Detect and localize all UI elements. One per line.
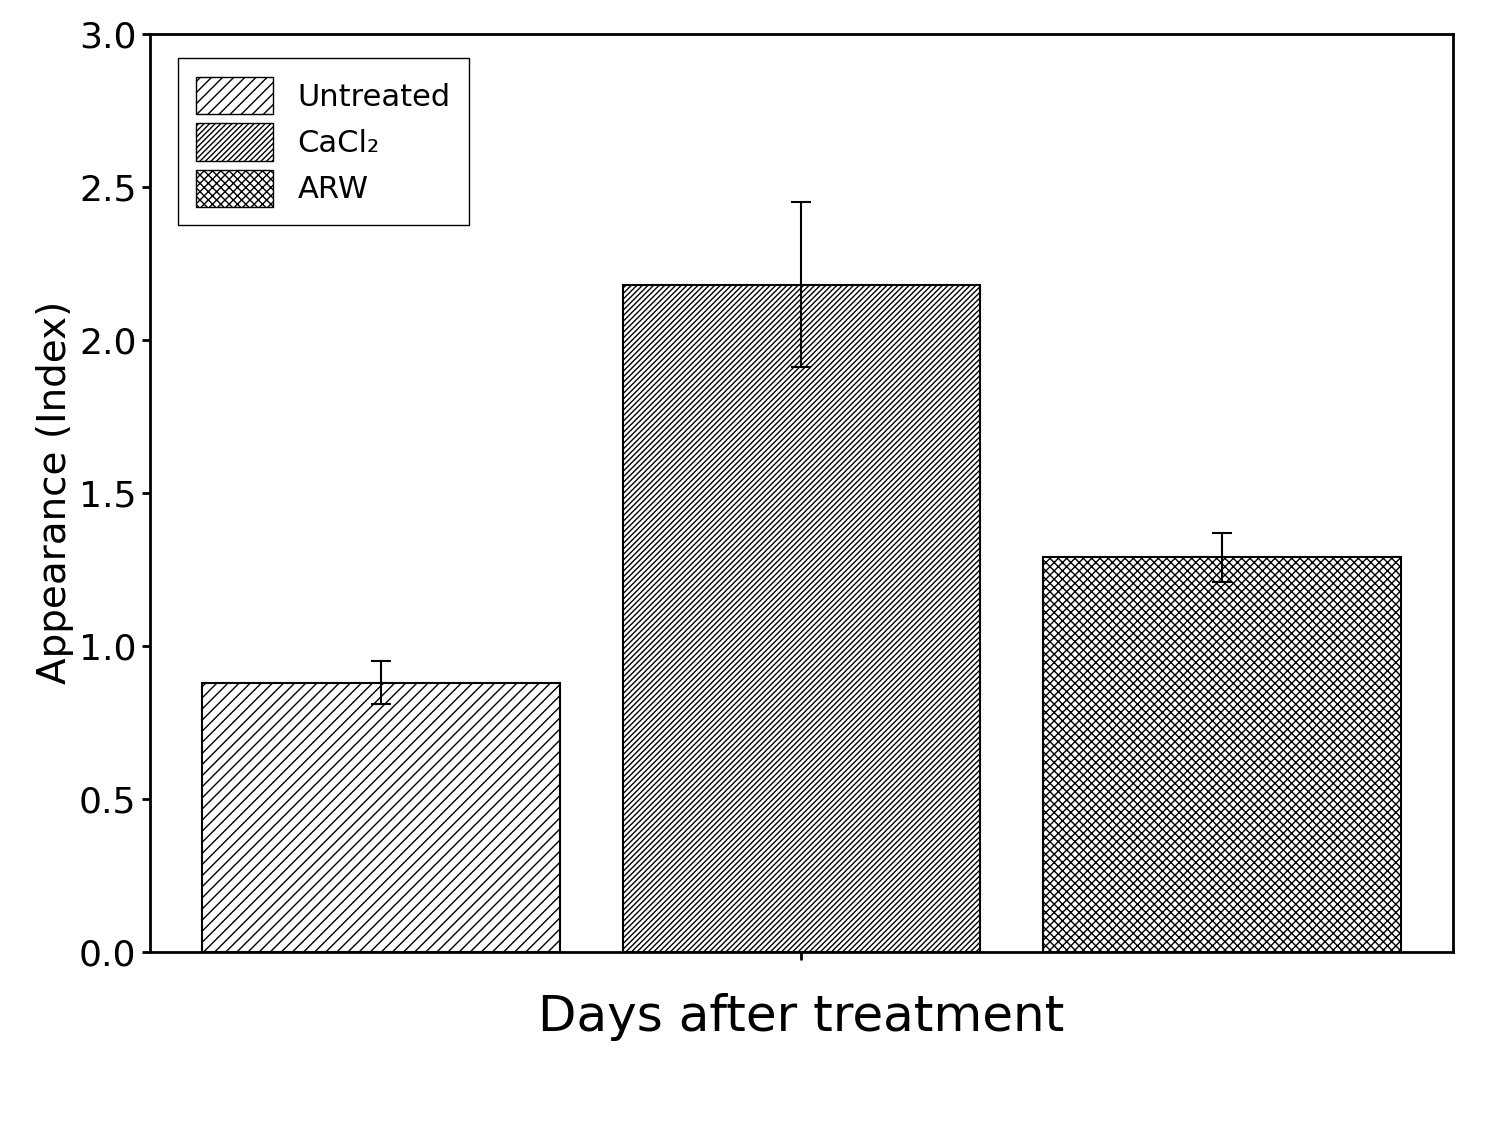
Bar (202, 682, 560, 952)
X-axis label: Days after treatment: Days after treatment (538, 993, 1065, 1041)
Y-axis label: Appearance (Index): Appearance (Index) (36, 301, 73, 684)
Bar (1043, 557, 1401, 952)
Legend: Untreated, CaCl₂, ARW: Untreated, CaCl₂, ARW (178, 59, 469, 225)
Bar (623, 284, 980, 952)
